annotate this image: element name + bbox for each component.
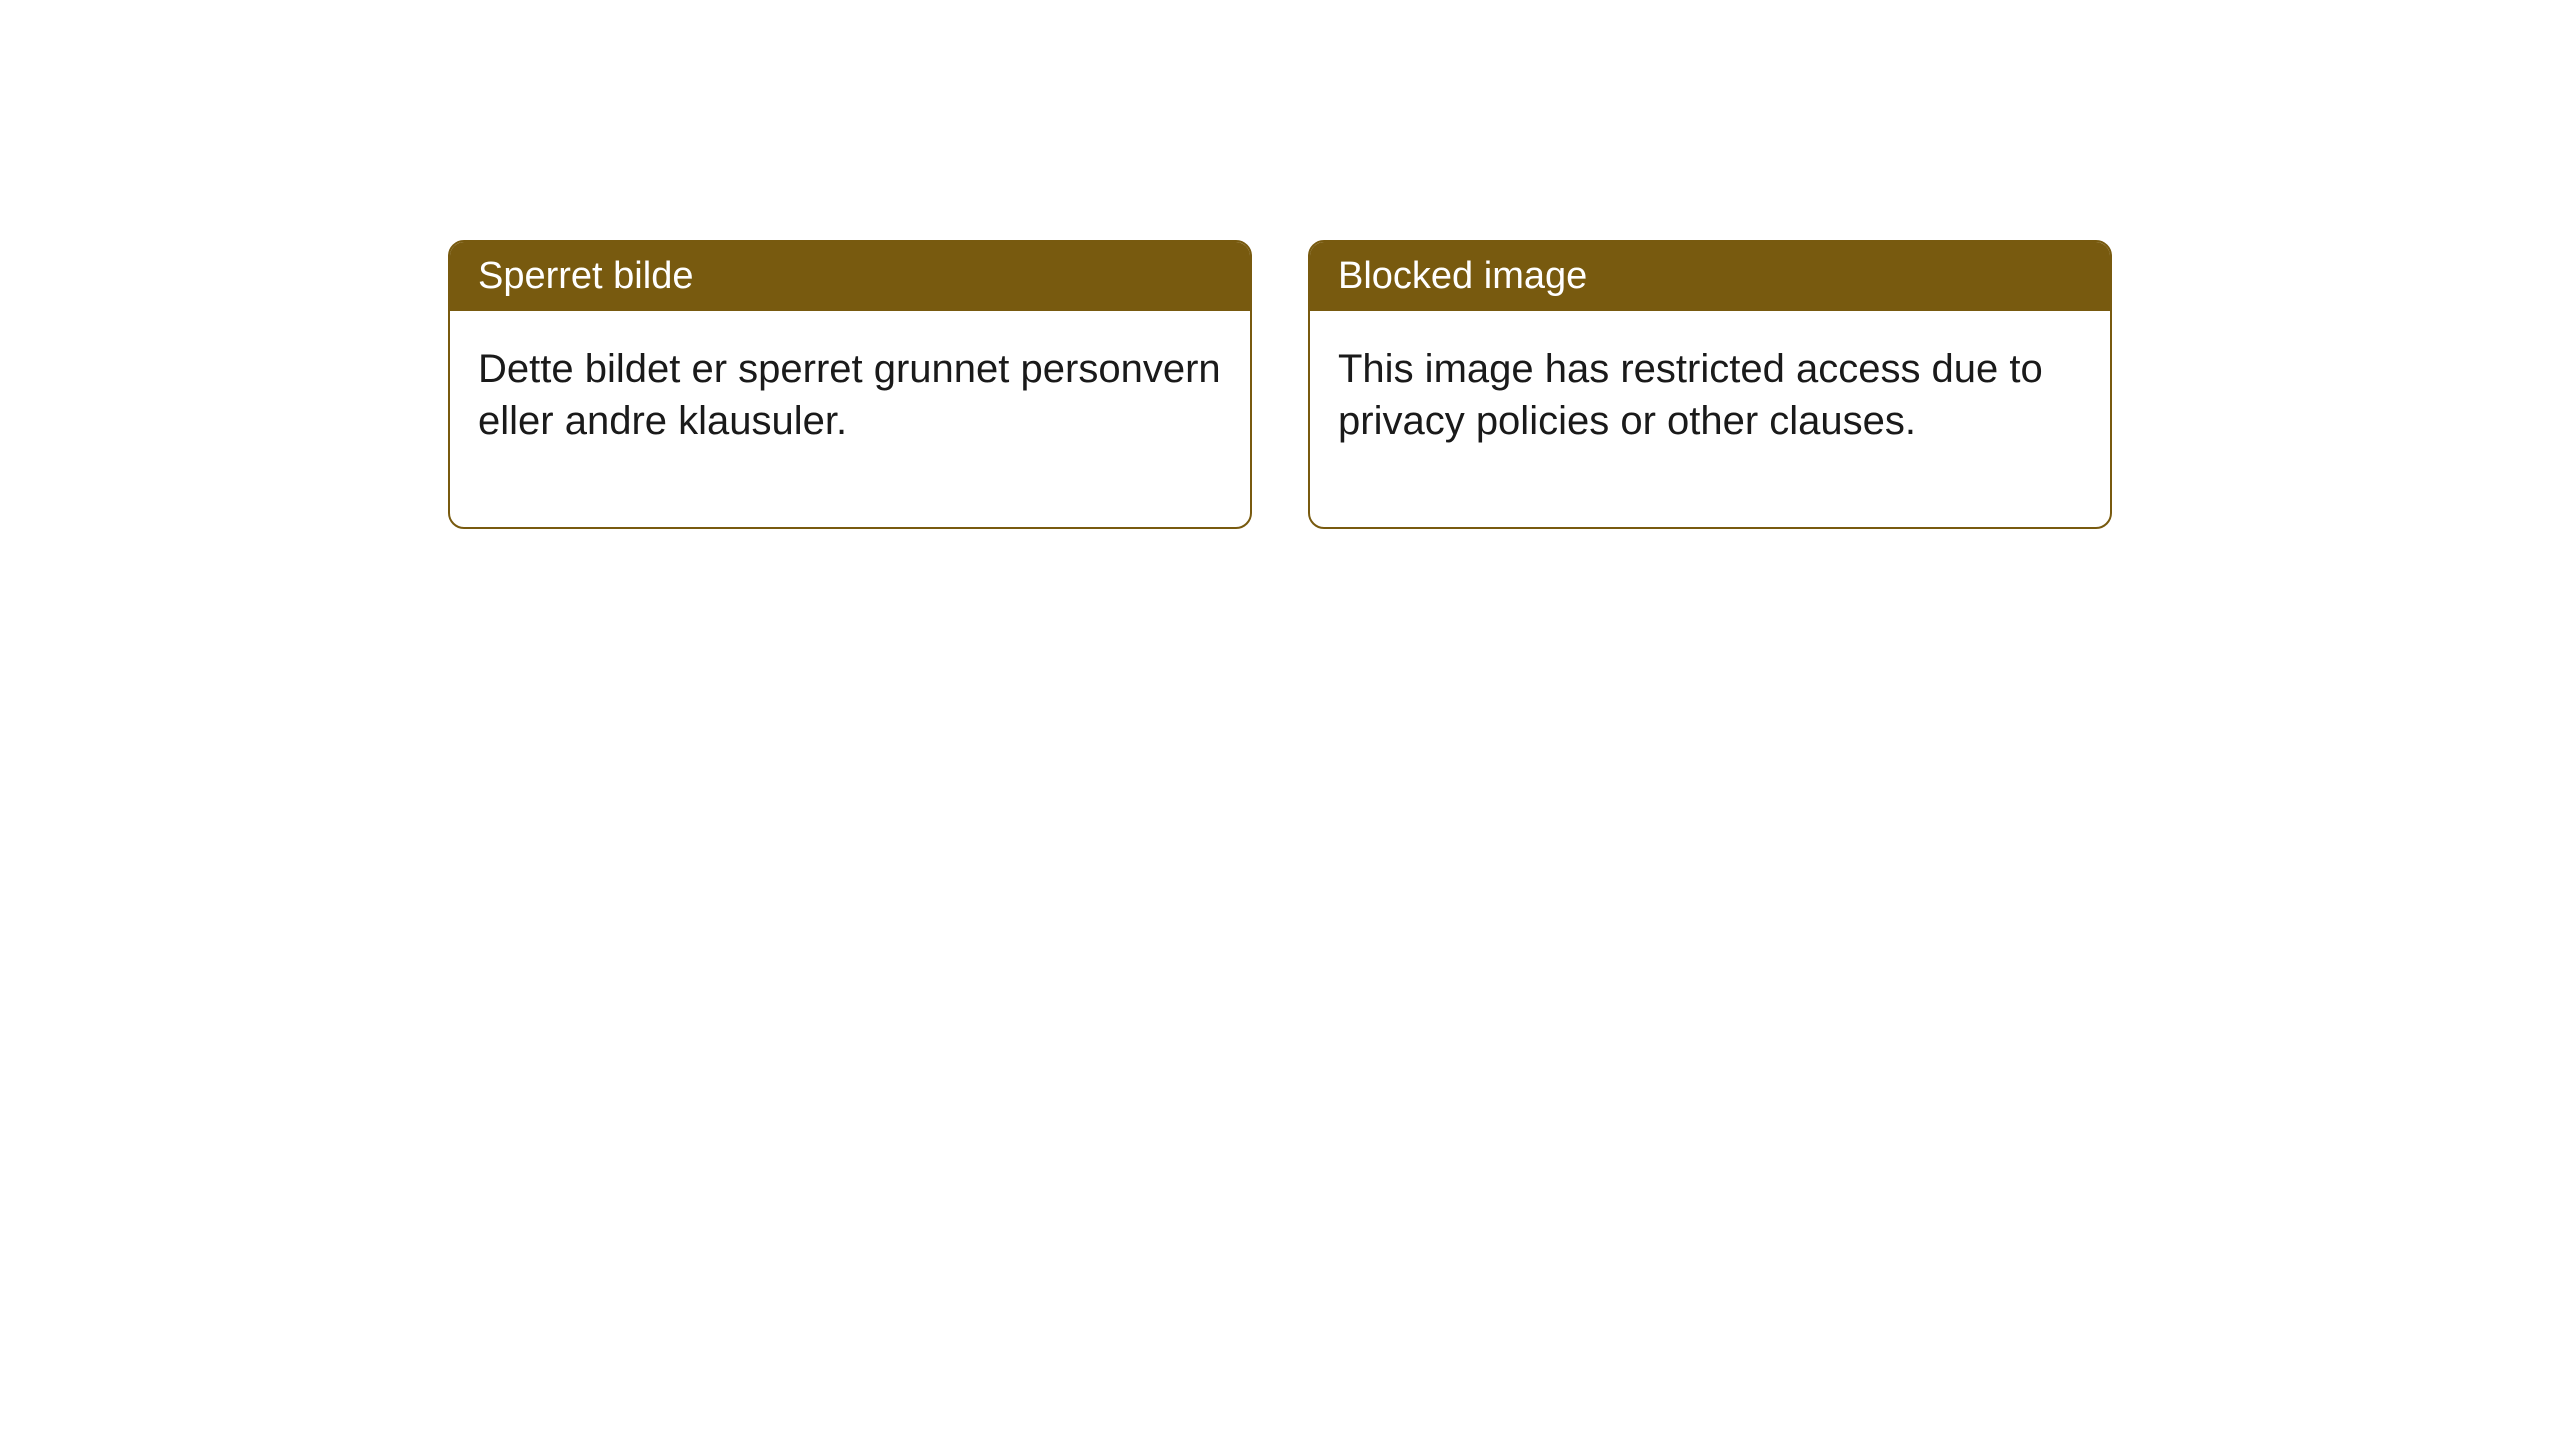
notice-body-english: This image has restricted access due to … <box>1310 311 2110 527</box>
notice-header-norwegian: Sperret bilde <box>450 242 1250 311</box>
notice-card-norwegian: Sperret bilde Dette bildet er sperret gr… <box>448 240 1252 529</box>
notice-body-norwegian: Dette bildet er sperret grunnet personve… <box>450 311 1250 527</box>
notice-header-english: Blocked image <box>1310 242 2110 311</box>
notice-card-english: Blocked image This image has restricted … <box>1308 240 2112 529</box>
notice-container: Sperret bilde Dette bildet er sperret gr… <box>0 0 2560 529</box>
